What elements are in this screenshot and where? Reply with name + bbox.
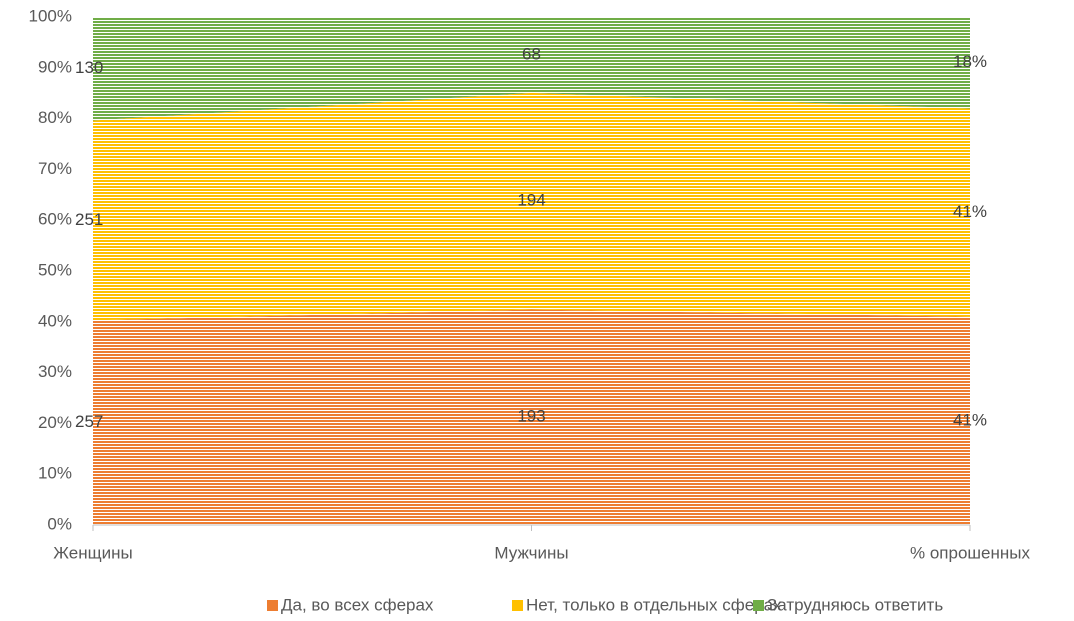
y-tick-label: 10%: [38, 464, 72, 483]
data-label: 194: [517, 191, 545, 210]
data-label: 18%: [953, 52, 987, 71]
area: [93, 17, 970, 121]
y-tick-label: 20%: [38, 413, 72, 432]
legend-swatch: [267, 600, 278, 611]
legend-label: Затрудняюсь ответить: [767, 595, 943, 614]
data-label: 130: [75, 58, 103, 77]
data-label: 257: [75, 412, 103, 431]
area: [93, 309, 970, 525]
x-tick-label: % опрошенных: [910, 543, 1030, 562]
x-tick-label: Женщины: [53, 543, 132, 562]
legend-label: Да, во всех сферах: [281, 595, 434, 614]
y-tick-label: 30%: [38, 362, 72, 381]
y-tick-label: 90%: [38, 57, 72, 76]
y-tick-label: 80%: [38, 108, 72, 127]
x-tick-label: Мужчины: [494, 543, 568, 562]
data-label: 251: [75, 210, 103, 229]
legend-swatch: [753, 600, 764, 611]
legend-swatch: [512, 600, 523, 611]
y-tick-label: 40%: [38, 311, 72, 330]
y-tick-label: 60%: [38, 210, 72, 229]
area: [93, 92, 970, 321]
data-label: 68: [522, 44, 541, 63]
data-label: 41%: [953, 410, 987, 429]
data-label: 193: [517, 407, 545, 426]
legend-label: Нет, только в отдельных сферах: [526, 595, 782, 614]
y-tick-label: 100%: [29, 6, 72, 25]
y-tick-label: 50%: [38, 260, 72, 279]
y-tick-label: 0%: [47, 514, 72, 533]
data-label: 41%: [953, 202, 987, 221]
y-tick-label: 70%: [38, 159, 72, 178]
